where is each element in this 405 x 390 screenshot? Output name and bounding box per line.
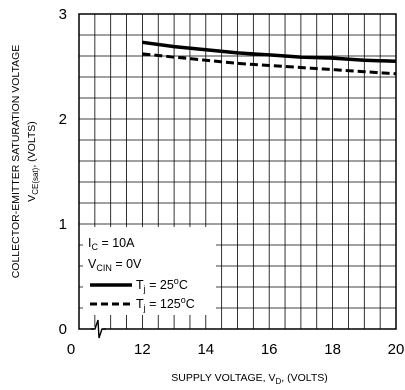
condition-input-voltage: VCIN = 0V (88, 257, 142, 273)
x-tick-label: 16 (261, 341, 278, 358)
x-tick-label: 0 (67, 341, 75, 358)
condition-collector-current: IC = 10A (88, 236, 135, 252)
legend-label-25c: Tj = 25oC (136, 276, 188, 294)
y-tick-label: 2 (59, 111, 67, 128)
x-tick-label: 14 (197, 341, 214, 358)
x-axis-break-icon (91, 319, 106, 339)
series-line-25c (142, 40, 397, 64)
y-axis-title-line2: VCE(sat), (VOLTS) (26, 121, 40, 202)
y-axis-title-line1: COLLECTOR-EMITTER SATURATION VOLTAGE (10, 45, 22, 279)
x-tick-label: 18 (324, 341, 341, 358)
series-layer (142, 40, 397, 76)
y-tick-label: 1 (59, 216, 67, 233)
plot-frame (78, 13, 397, 330)
y-tick-label: 0 (59, 321, 67, 338)
legend-label-125c: Tj = 125oC (136, 295, 195, 313)
x-tick-label: 12 (134, 341, 151, 358)
x-tick-label: 20 (388, 341, 405, 358)
series-line-125c (142, 52, 397, 76)
legend: IC = 10A VCIN = 0V Tj = 25oC Tj = 125oC (83, 227, 216, 315)
x-axis-title: SUPPLY VOLTAGE, VD, (VOLTS) (171, 372, 328, 386)
y-tick-label: 3 (59, 6, 67, 23)
